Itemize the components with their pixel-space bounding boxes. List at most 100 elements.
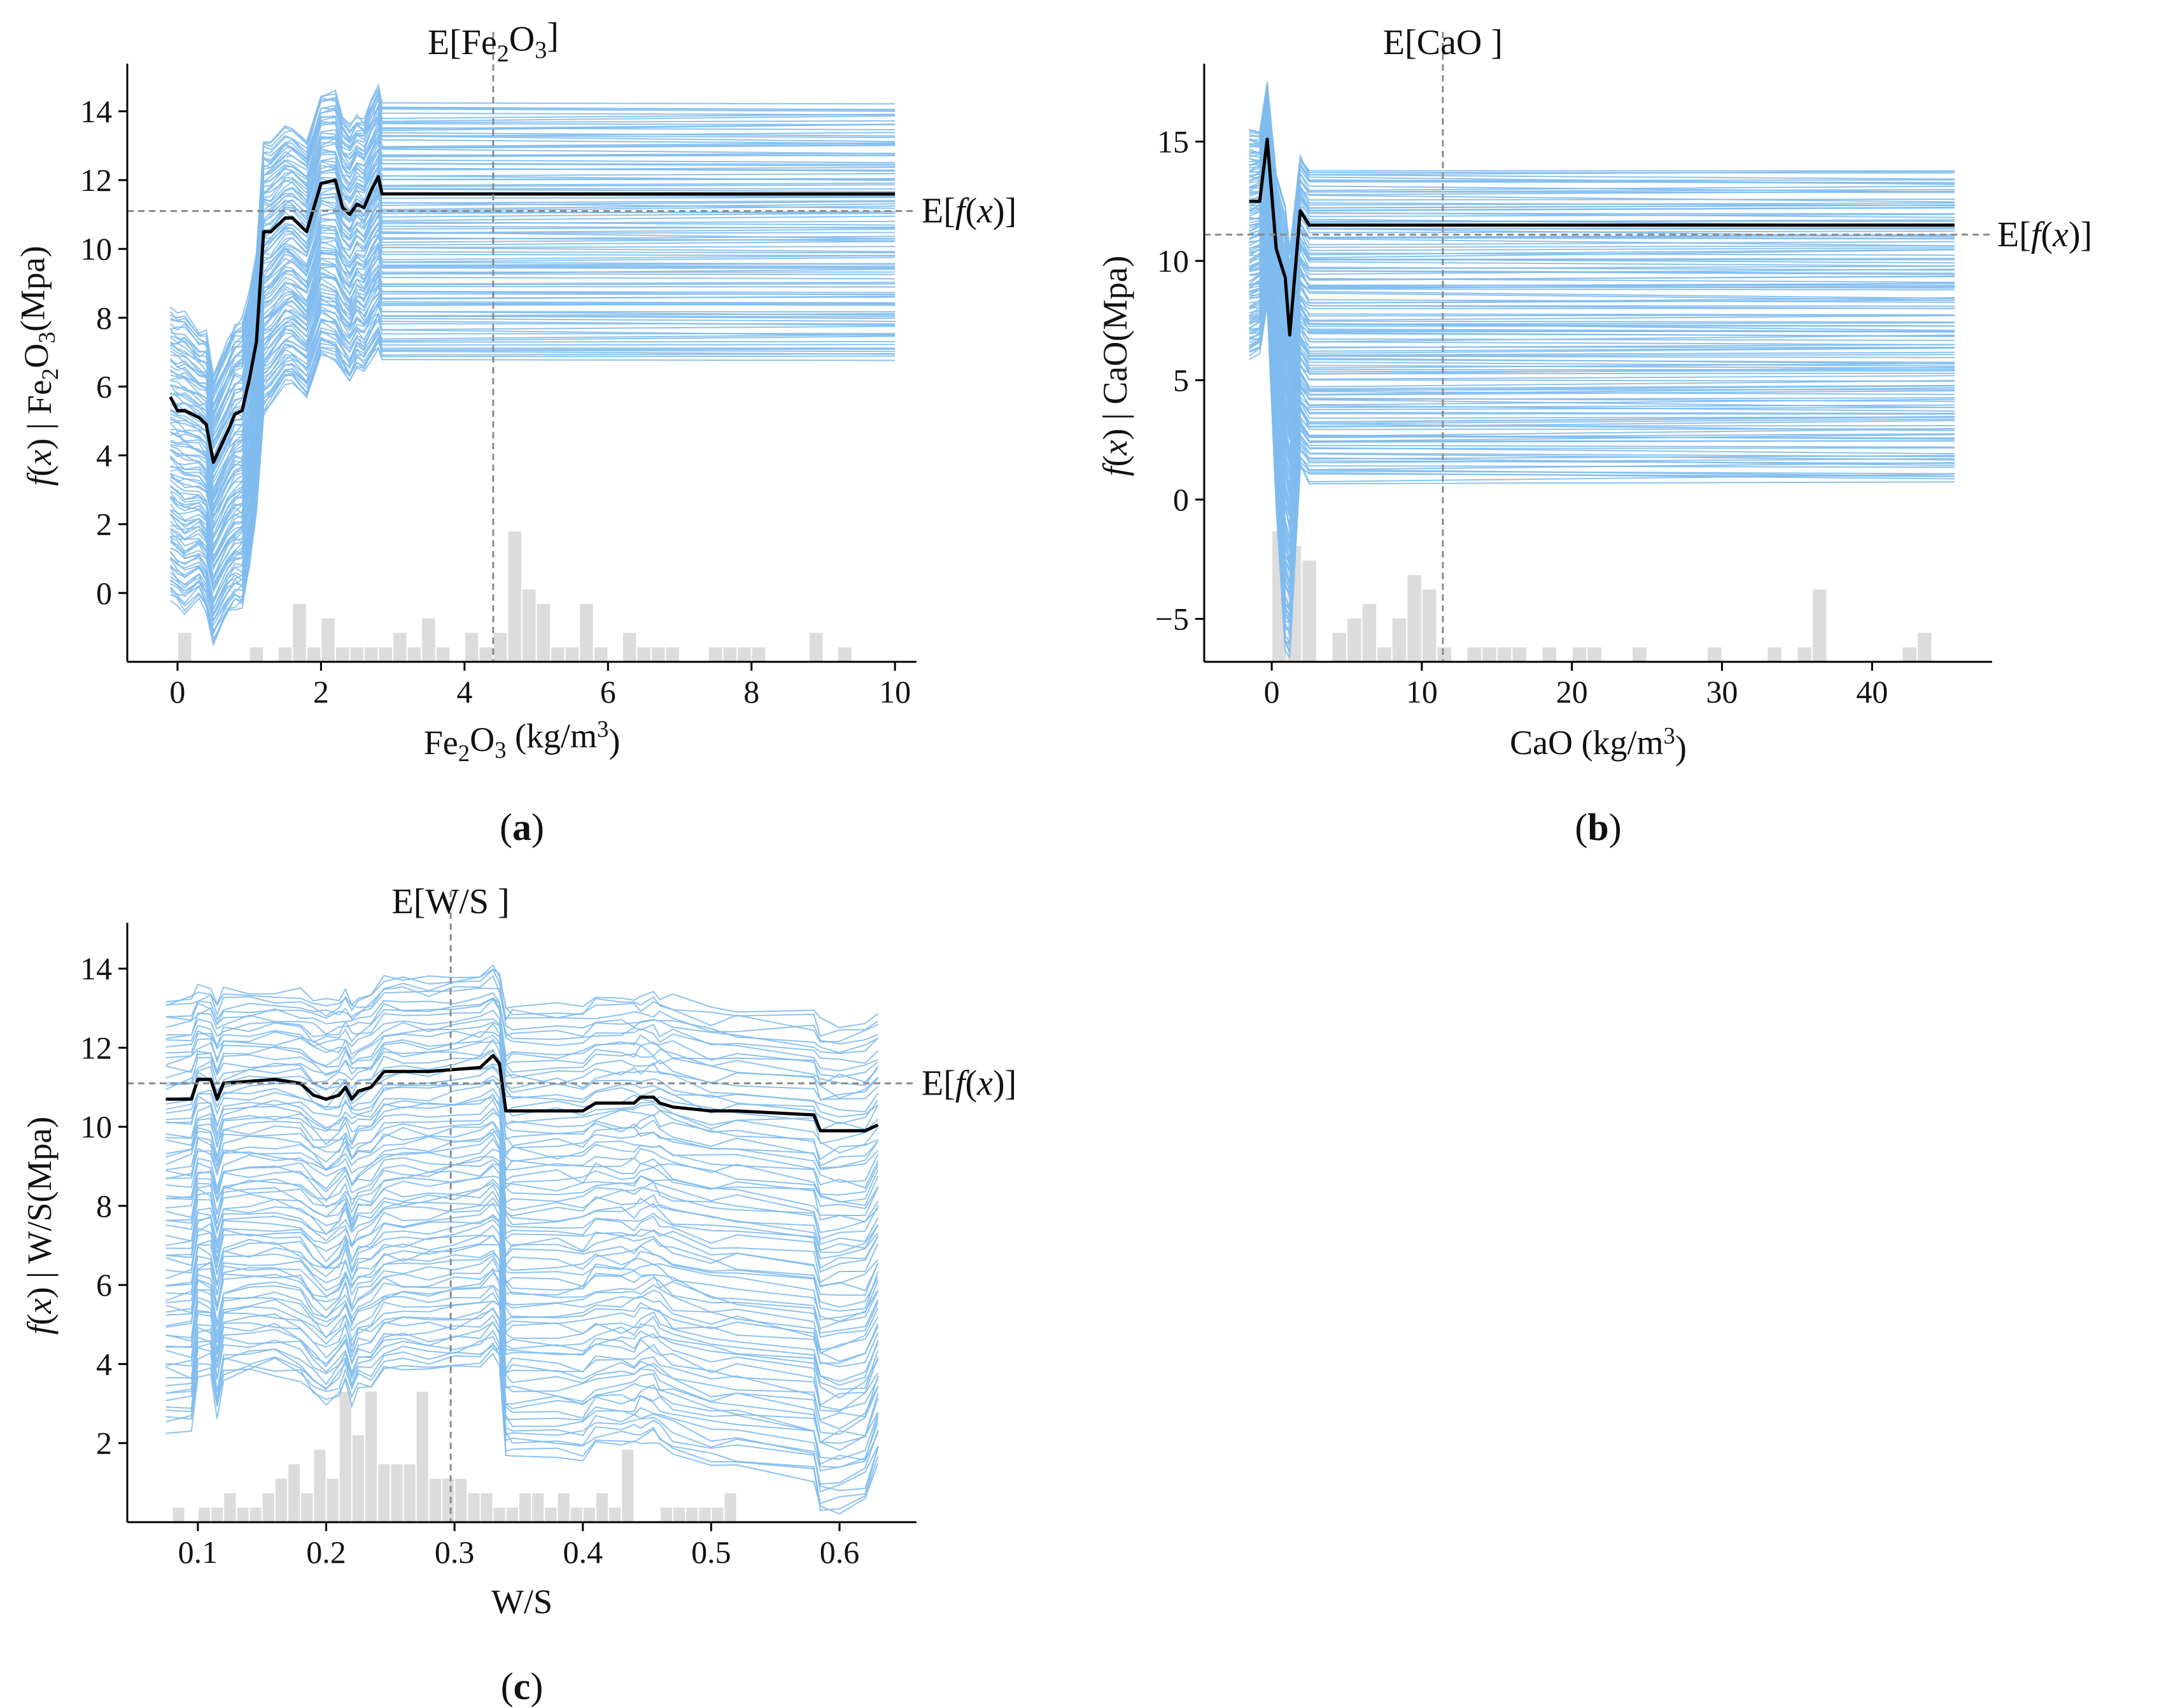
ice-curve	[169, 312, 896, 611]
panel-label: (c)	[501, 1665, 544, 1707]
ice-curve	[165, 1156, 879, 1260]
ice-curve	[165, 1021, 879, 1099]
ice-curve	[165, 1183, 879, 1308]
model-expected-label: E[f(x)]	[922, 1063, 1016, 1103]
histogram-bar	[393, 633, 407, 662]
histogram-bar	[350, 647, 363, 662]
panel-b-plot-area	[1249, 81, 1955, 662]
x-axis-label: CaO (kg/m3)	[1510, 722, 1687, 766]
x-tick-label: 0.3	[435, 1534, 475, 1570]
y-tick-label: 2	[96, 507, 112, 542]
histogram-bar	[506, 1508, 518, 1522]
histogram-bar	[365, 647, 378, 662]
histogram-bar	[327, 1478, 339, 1522]
ice-curve	[165, 1203, 879, 1322]
histogram-bar	[537, 604, 551, 662]
ice-curve	[1249, 222, 1955, 508]
histogram-bar	[1437, 647, 1452, 662]
histogram-bar	[365, 1391, 377, 1522]
ice-curve	[165, 1243, 879, 1368]
ice-curve	[165, 1163, 879, 1273]
histogram-bar	[508, 531, 521, 662]
histogram-bar	[429, 1478, 441, 1522]
histogram-bar	[666, 647, 679, 662]
histogram-bar	[479, 647, 493, 662]
y-tick-label: 4	[96, 438, 112, 473]
panel-b: 0 10 20 30 40 −5 0 5 10 15 E[CaO ] E[f(x)] CaO (kg/m…	[1096, 23, 2092, 848]
histogram-bar	[249, 1508, 262, 1522]
histogram-bar	[558, 1493, 570, 1522]
ice-curve	[165, 1336, 879, 1493]
ice-curve	[165, 1341, 879, 1504]
ice-curve	[165, 1254, 879, 1390]
histogram-bar	[307, 647, 321, 662]
histogram-bar	[660, 1508, 672, 1522]
histogram-bar	[712, 1508, 724, 1522]
histogram-bar	[198, 1508, 211, 1522]
y-tick-label: 12	[80, 1030, 112, 1065]
histogram-bar	[523, 589, 536, 662]
histogram-bar	[493, 633, 507, 662]
histogram-bar	[422, 618, 435, 662]
ice-curve	[165, 1329, 879, 1485]
ice-curve	[165, 1065, 878, 1161]
histogram-bar	[1362, 604, 1377, 662]
histogram-bar	[545, 1508, 557, 1522]
ice-curve	[1249, 83, 1955, 251]
ice-curve	[165, 1130, 879, 1233]
histogram-bar	[1302, 560, 1316, 662]
histogram-bar	[1918, 633, 1932, 662]
panel-a-plot-area	[169, 83, 896, 662]
histogram-bar	[570, 1508, 582, 1522]
ice-curve	[165, 1292, 879, 1435]
histogram-bar	[752, 647, 766, 662]
panel-label: (b)	[1575, 806, 1621, 848]
x-tick-label: 0.1	[178, 1534, 218, 1570]
histogram-bar	[1797, 647, 1812, 662]
histogram-bar	[335, 647, 349, 662]
ice-curve	[165, 1165, 879, 1284]
panel-a-histogram	[178, 531, 852, 662]
x-axis-label: Fe2O3 (kg/m3)	[424, 716, 621, 766]
histogram-bar	[1902, 647, 1917, 662]
x-tick-label: 4	[456, 674, 472, 710]
y-tick-label: 0	[1173, 482, 1189, 517]
ice-curve	[165, 1137, 879, 1252]
histogram-bar	[379, 647, 393, 662]
y-tick-label: 8	[96, 1188, 112, 1224]
ice-curve	[165, 1038, 879, 1124]
ice-curve	[165, 1197, 879, 1321]
histogram-bar	[468, 1493, 480, 1522]
y-tick-label: 5	[1173, 363, 1189, 398]
histogram-bar	[436, 647, 450, 662]
ice-curve	[165, 1271, 879, 1411]
histogram-bar	[442, 1478, 454, 1522]
ice-curve	[165, 1252, 879, 1386]
histogram-bar	[738, 647, 751, 662]
ice-curve	[170, 182, 896, 472]
histogram-bar	[1497, 647, 1512, 662]
ice-curve	[170, 293, 896, 585]
histogram-bar	[339, 1391, 351, 1522]
ice-curve	[170, 256, 896, 549]
ice-curve	[165, 1190, 879, 1312]
ice-curve	[170, 283, 896, 580]
histogram-bar	[622, 633, 636, 662]
histogram-bar	[609, 1508, 621, 1522]
histogram-bar	[301, 1493, 313, 1522]
y-tick-label: 4	[96, 1346, 112, 1382]
histogram-bar	[637, 647, 650, 662]
histogram-bar	[249, 647, 263, 662]
ice-curve	[170, 335, 896, 633]
ice-curve	[165, 974, 878, 1045]
histogram-bar	[1707, 647, 1722, 662]
y-tick-label: 6	[96, 1267, 112, 1303]
histogram-bar	[404, 1464, 416, 1522]
ice-curve	[170, 156, 896, 446]
ice-curve	[170, 148, 896, 438]
histogram-bar	[278, 647, 292, 662]
histogram-bar	[651, 647, 665, 662]
ice-curve	[165, 1121, 879, 1221]
y-tick-label: 10	[80, 231, 112, 267]
ice-curve	[169, 347, 896, 647]
